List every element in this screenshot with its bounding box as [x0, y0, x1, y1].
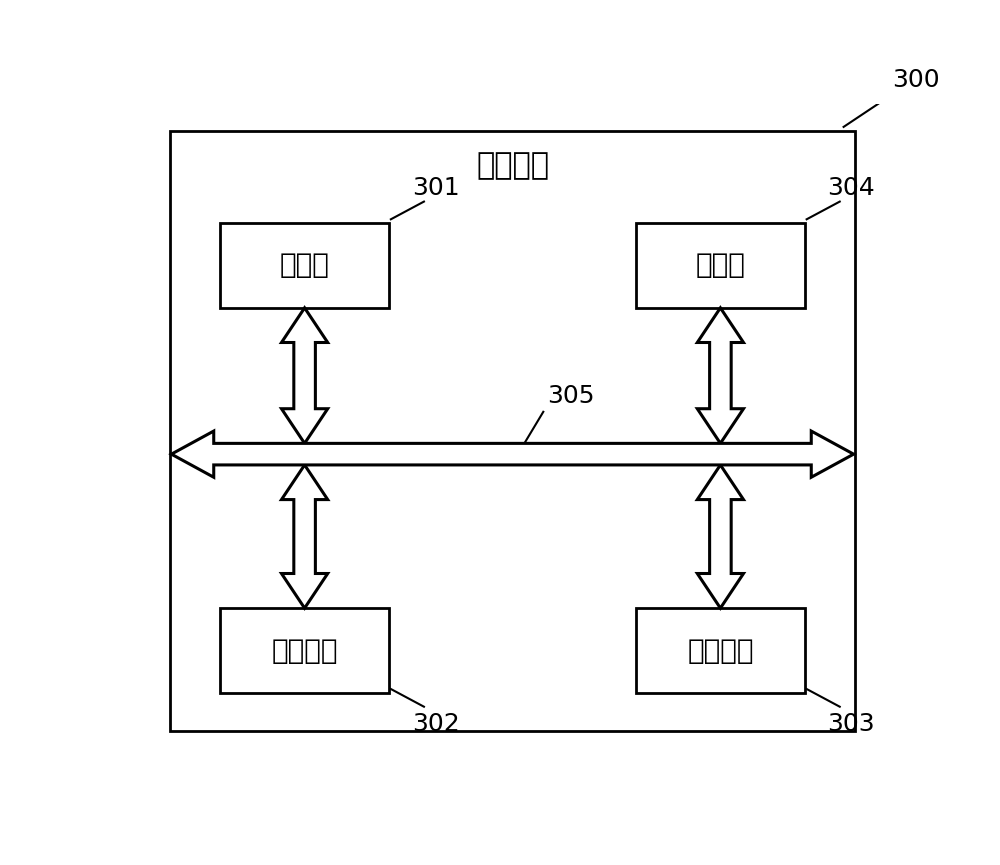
Polygon shape: [171, 431, 854, 477]
Polygon shape: [282, 465, 328, 608]
Text: 处理器: 处理器: [280, 252, 330, 279]
Text: 终端设备: 终端设备: [476, 151, 549, 180]
Bar: [220, 223, 389, 308]
Text: 302: 302: [412, 712, 459, 736]
Bar: [170, 131, 855, 731]
Text: 输入设备: 输入设备: [271, 637, 338, 664]
Text: 301: 301: [412, 176, 459, 200]
Bar: [220, 608, 389, 693]
Text: 305: 305: [547, 384, 595, 408]
Bar: [636, 223, 805, 308]
Polygon shape: [697, 308, 744, 444]
Text: 输出设备: 输出设备: [687, 637, 754, 664]
Text: 存储器: 存储器: [695, 252, 745, 279]
Text: 304: 304: [827, 176, 875, 200]
Polygon shape: [282, 308, 328, 444]
Polygon shape: [697, 465, 744, 608]
Bar: [636, 608, 805, 693]
Text: 300: 300: [892, 68, 940, 93]
Text: 303: 303: [827, 712, 875, 736]
